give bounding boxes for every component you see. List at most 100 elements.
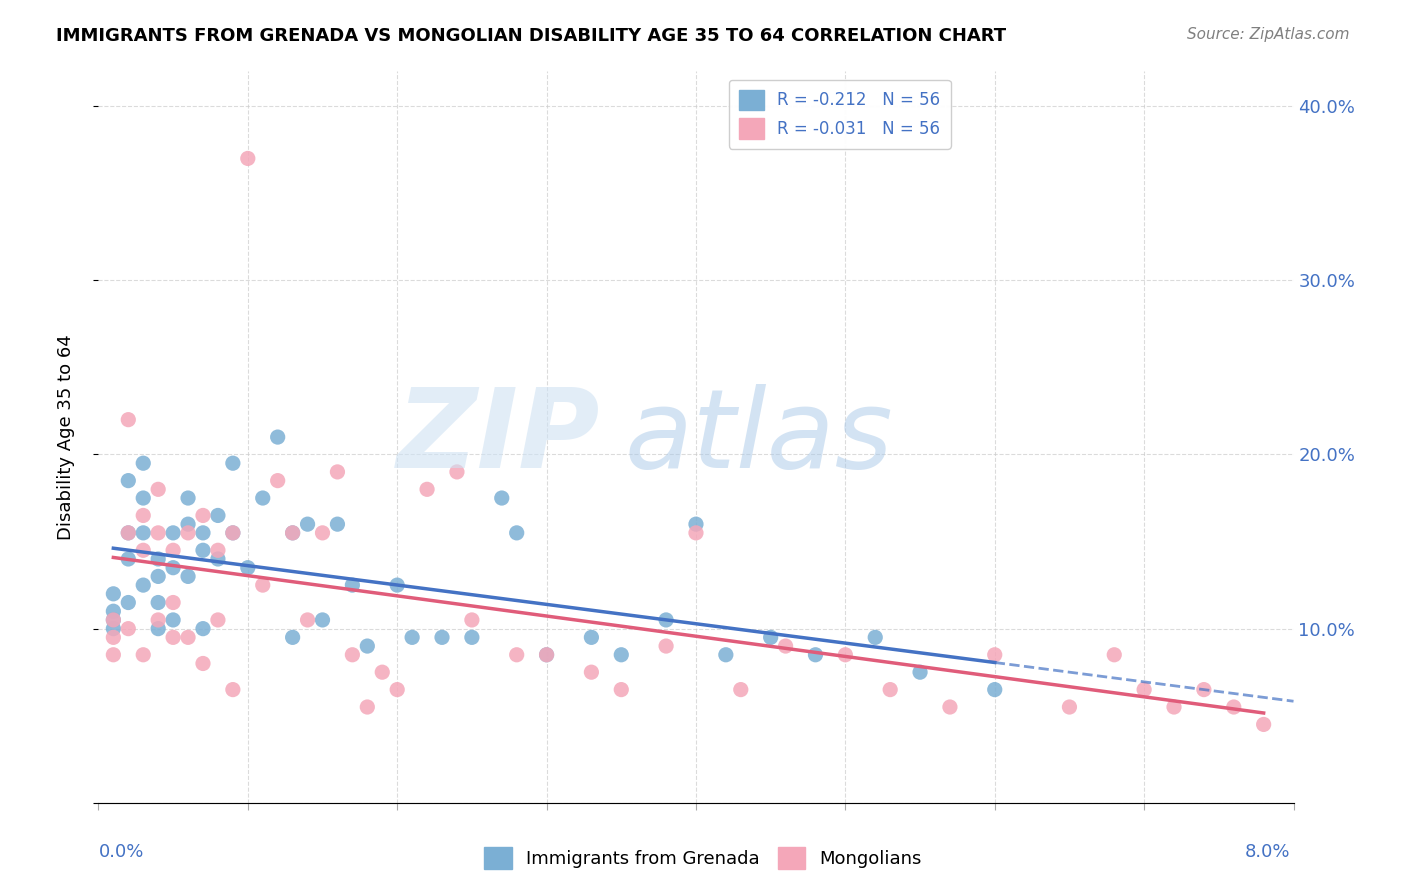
Point — [281, 525, 304, 540]
Point — [148, 525, 170, 540]
Point — [834, 648, 856, 662]
Point — [162, 525, 184, 540]
Point — [132, 543, 155, 558]
Legend: Immigrants from Grenada, Mongolians: Immigrants from Grenada, Mongolians — [475, 838, 931, 879]
Point — [446, 465, 468, 479]
Point — [117, 474, 139, 488]
Point — [1102, 648, 1125, 662]
Point — [148, 552, 170, 566]
Point — [148, 622, 170, 636]
Text: Source: ZipAtlas.com: Source: ZipAtlas.com — [1187, 27, 1350, 42]
Text: 8.0%: 8.0% — [1246, 843, 1291, 861]
Point — [775, 639, 797, 653]
Point — [714, 648, 737, 662]
Point — [207, 543, 229, 558]
Point — [236, 560, 259, 574]
Point — [983, 682, 1005, 697]
Point — [191, 508, 214, 523]
Point — [132, 525, 155, 540]
Point — [222, 682, 245, 697]
Point — [983, 648, 1005, 662]
Point — [162, 613, 184, 627]
Point — [461, 613, 484, 627]
Point — [281, 525, 304, 540]
Point — [148, 483, 170, 497]
Point — [177, 569, 200, 583]
Text: ZIP: ZIP — [396, 384, 600, 491]
Point — [326, 465, 349, 479]
Point — [117, 552, 139, 566]
Text: 0.0%: 0.0% — [98, 843, 143, 861]
Point — [162, 560, 184, 574]
Point — [342, 578, 364, 592]
Point — [461, 631, 484, 645]
Point — [385, 578, 409, 592]
Point — [730, 682, 752, 697]
Point — [117, 595, 139, 609]
Point — [177, 517, 200, 532]
Point — [1222, 700, 1246, 714]
Point — [162, 595, 184, 609]
Point — [252, 578, 274, 592]
Point — [939, 700, 962, 714]
Point — [103, 648, 125, 662]
Point — [162, 543, 184, 558]
Point — [207, 613, 229, 627]
Point — [132, 508, 155, 523]
Point — [342, 648, 364, 662]
Point — [879, 682, 901, 697]
Point — [863, 631, 886, 645]
Point — [759, 631, 782, 645]
Point — [491, 491, 513, 505]
Point — [401, 631, 423, 645]
Point — [191, 657, 214, 671]
Point — [1059, 700, 1081, 714]
Point — [222, 525, 245, 540]
Point — [132, 578, 155, 592]
Point — [371, 665, 394, 680]
Point — [103, 613, 125, 627]
Point — [148, 569, 170, 583]
Point — [297, 517, 319, 532]
Point — [1192, 682, 1215, 697]
Point — [804, 648, 827, 662]
Point — [506, 648, 529, 662]
Point — [685, 525, 707, 540]
Point — [117, 622, 139, 636]
Point — [236, 152, 259, 166]
Text: IMMIGRANTS FROM GRENADA VS MONGOLIAN DISABILITY AGE 35 TO 64 CORRELATION CHART: IMMIGRANTS FROM GRENADA VS MONGOLIAN DIS… — [56, 27, 1007, 45]
Point — [117, 412, 139, 426]
Point — [908, 665, 931, 680]
Point — [103, 631, 125, 645]
Point — [610, 648, 633, 662]
Point — [132, 648, 155, 662]
Point — [177, 491, 200, 505]
Point — [191, 525, 214, 540]
Point — [252, 491, 274, 505]
Point — [655, 613, 678, 627]
Point — [222, 525, 245, 540]
Point — [132, 491, 155, 505]
Point — [536, 648, 558, 662]
Point — [162, 631, 184, 645]
Point — [281, 631, 304, 645]
Point — [177, 631, 200, 645]
Point — [103, 613, 125, 627]
Point — [103, 587, 125, 601]
Text: atlas: atlas — [624, 384, 893, 491]
Point — [148, 595, 170, 609]
Point — [685, 517, 707, 532]
Point — [103, 604, 125, 618]
Point — [356, 700, 378, 714]
Point — [117, 525, 139, 540]
Point — [207, 552, 229, 566]
Point — [430, 631, 453, 645]
Legend: R = -0.212   N = 56, R = -0.031   N = 56: R = -0.212 N = 56, R = -0.031 N = 56 — [730, 79, 950, 149]
Point — [207, 508, 229, 523]
Point — [117, 525, 139, 540]
Point — [1133, 682, 1156, 697]
Point — [416, 483, 439, 497]
Point — [191, 622, 214, 636]
Point — [267, 430, 290, 444]
Point — [326, 517, 349, 532]
